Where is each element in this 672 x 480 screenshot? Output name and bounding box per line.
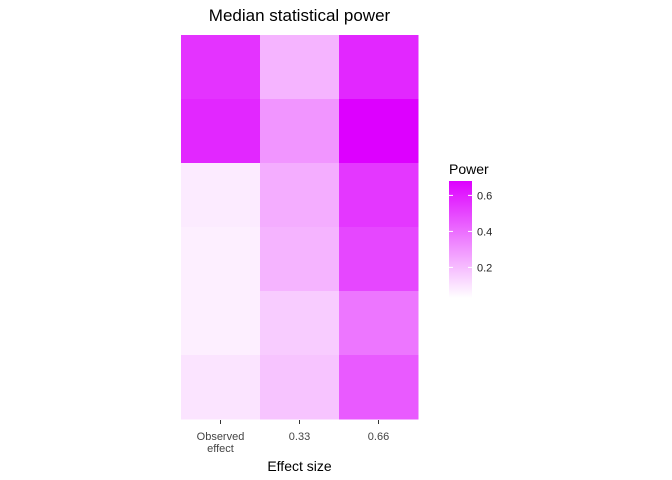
heatmap-cell [339, 35, 419, 100]
legend-tick-label: 0.4 [477, 226, 492, 238]
heatmap-cell [339, 163, 419, 228]
x-tick-label: 0.33 [289, 431, 310, 443]
heatmap-cell [181, 163, 261, 228]
legend-title: Power [449, 161, 489, 177]
heatmap-cell [260, 99, 340, 164]
legend-ticks: 0.2 0.4 0.6 [449, 190, 492, 274]
heatmap-cells [181, 35, 419, 420]
color-legend: Power 0.2 0.4 0.6 [449, 161, 492, 298]
heatmap-cell [260, 355, 340, 420]
x-tick-label: Observed [197, 431, 245, 443]
heatmap-cell [260, 291, 340, 356]
heatmap-cell [181, 35, 261, 100]
chart-title: Median statistical power [209, 6, 391, 25]
heatmap-cell [181, 355, 261, 420]
legend-tick-label: 0.6 [477, 190, 492, 202]
heatmap-cell [181, 99, 261, 164]
heatmap-cell [260, 227, 340, 292]
x-axis-title: Effect size [267, 458, 332, 474]
x-tick-label: effect [207, 443, 234, 455]
heatmap-cell [260, 35, 340, 100]
heatmap-cell [260, 163, 340, 228]
heatmap-cell [181, 227, 261, 292]
legend-colorbar [449, 181, 472, 298]
legend-tick-label: 0.2 [477, 262, 492, 274]
heatmap-cell [339, 291, 419, 356]
heatmap-cell [339, 227, 419, 292]
heatmap-cell [339, 355, 419, 420]
heatmap-cell [181, 291, 261, 356]
x-tick-label: 0.66 [368, 431, 389, 443]
heatmap-cell [339, 99, 419, 164]
